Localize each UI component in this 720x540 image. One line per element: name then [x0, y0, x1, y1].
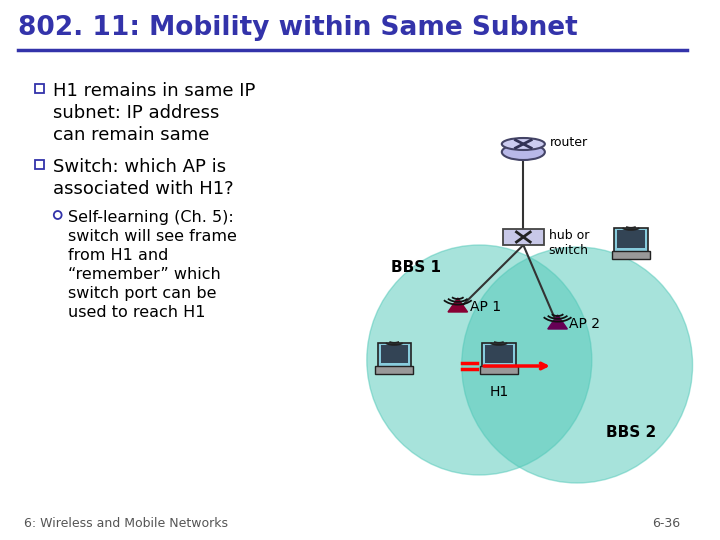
FancyBboxPatch shape [614, 228, 647, 252]
Text: 802. 11: Mobility within Same Subnet: 802. 11: Mobility within Same Subnet [17, 15, 577, 41]
Text: switch port can be: switch port can be [68, 286, 217, 301]
Text: associated with H1?: associated with H1? [53, 180, 233, 198]
FancyBboxPatch shape [377, 343, 411, 367]
FancyBboxPatch shape [482, 343, 516, 367]
Ellipse shape [502, 138, 545, 150]
Text: BBS 2: BBS 2 [606, 425, 657, 440]
FancyBboxPatch shape [380, 345, 408, 363]
FancyBboxPatch shape [375, 366, 413, 374]
Text: 6: Wireless and Mobile Networks: 6: Wireless and Mobile Networks [24, 517, 228, 530]
Text: “remember” which: “remember” which [68, 267, 221, 282]
Circle shape [366, 245, 592, 475]
Text: subnet: IP address: subnet: IP address [53, 104, 219, 122]
Text: router: router [550, 136, 588, 149]
Text: can remain same: can remain same [53, 126, 210, 144]
Text: H1 remains in same IP: H1 remains in same IP [53, 82, 255, 100]
FancyBboxPatch shape [503, 229, 544, 245]
Ellipse shape [502, 144, 545, 160]
FancyBboxPatch shape [480, 366, 518, 374]
Text: Self-learning (Ch. 5):: Self-learning (Ch. 5): [68, 210, 234, 225]
FancyBboxPatch shape [612, 251, 650, 259]
Text: hub or
switch: hub or switch [549, 229, 589, 257]
Text: BBS 1: BBS 1 [391, 260, 441, 275]
Polygon shape [448, 298, 467, 312]
Circle shape [462, 247, 693, 483]
Text: switch will see frame: switch will see frame [68, 229, 238, 244]
Polygon shape [548, 315, 567, 329]
Text: H1: H1 [490, 385, 508, 399]
Text: AP 2: AP 2 [570, 317, 600, 331]
Text: Switch: which AP is: Switch: which AP is [53, 158, 226, 176]
FancyBboxPatch shape [617, 230, 644, 248]
FancyBboxPatch shape [485, 345, 513, 363]
Text: from H1 and: from H1 and [68, 248, 169, 263]
Text: used to reach H1: used to reach H1 [68, 305, 206, 320]
Text: 6-36: 6-36 [652, 517, 680, 530]
Text: AP 1: AP 1 [469, 300, 500, 314]
